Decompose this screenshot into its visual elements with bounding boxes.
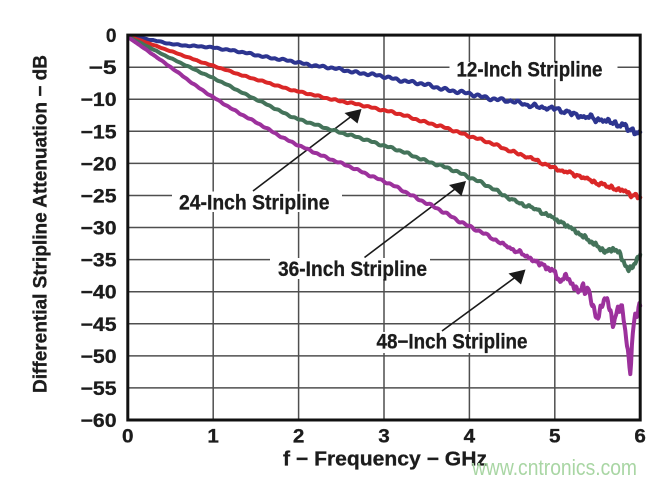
svg-text:6: 6 (634, 427, 646, 448)
svg-text:1: 1 (207, 427, 219, 448)
svg-text:2: 2 (293, 427, 305, 448)
svg-text:−30: −30 (81, 219, 117, 240)
svg-text:12-Inch Stripline: 12-Inch Stripline (457, 59, 603, 82)
svg-text:4: 4 (464, 427, 476, 448)
svg-text:48−Inch Stripline: 48−Inch Stripline (377, 331, 528, 354)
svg-text:www.cntronics.com: www.cntronics.com (471, 455, 637, 480)
svg-text:−25: −25 (81, 187, 117, 208)
svg-text:f − Frequency − GHz: f − Frequency − GHz (283, 449, 487, 471)
svg-text:−45: −45 (81, 315, 117, 336)
svg-text:−5: −5 (89, 58, 118, 79)
svg-text:5: 5 (549, 427, 561, 448)
svg-text:−40: −40 (81, 283, 117, 304)
svg-text:−15: −15 (81, 122, 117, 143)
svg-text:3: 3 (378, 427, 390, 448)
svg-text:24-Inch Stripline: 24-Inch Stripline (179, 192, 330, 215)
svg-text:−60: −60 (81, 411, 117, 432)
svg-text:36-Inch Stripline: 36-Inch Stripline (278, 258, 427, 281)
svg-text:−35: −35 (81, 251, 117, 272)
svg-text:0: 0 (122, 427, 134, 448)
svg-text:Differential Stripline Attenua: Differential Stripline Attenuation − dB (31, 55, 52, 393)
svg-text:−55: −55 (81, 379, 117, 400)
svg-text:−20: −20 (81, 154, 117, 175)
svg-text:−50: −50 (81, 347, 117, 368)
svg-text:0: 0 (106, 26, 117, 47)
svg-text:−10: −10 (81, 90, 117, 111)
